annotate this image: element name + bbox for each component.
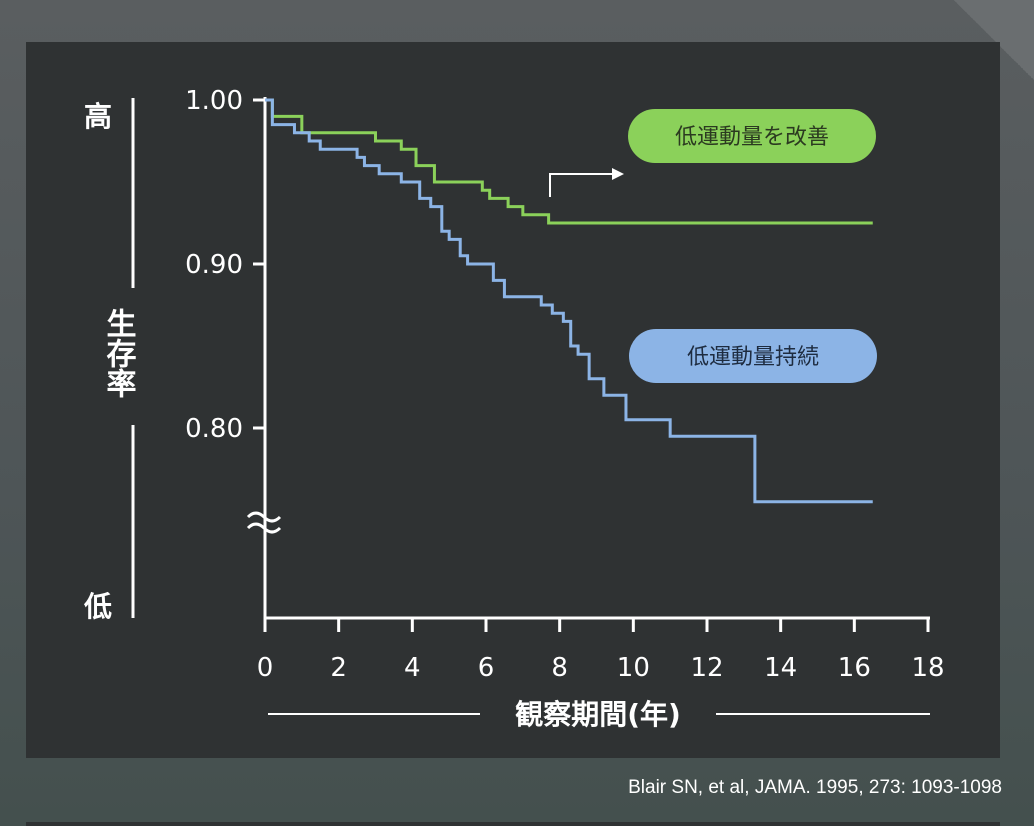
- y-tick-label: 0.80: [185, 414, 243, 444]
- x-tick-label: 8: [551, 653, 568, 683]
- arrow-head-icon: [612, 168, 624, 180]
- x-tick-label: 16: [838, 653, 871, 683]
- y-high-label: 高: [84, 100, 112, 133]
- x-axis-label: 観察期間(年): [515, 698, 681, 731]
- axis-break-icon: [246, 511, 282, 534]
- x-tick-label: 4: [404, 653, 421, 683]
- x-tick-label: 10: [617, 653, 650, 683]
- series-line-persistent: [265, 98, 873, 504]
- persistent-label: 低運動量持続: [687, 345, 819, 370]
- y-tick-label: 0.90: [185, 250, 243, 280]
- y-tick-label: 1.00: [185, 86, 243, 116]
- x-tick-label: 18: [911, 653, 944, 683]
- bottom-divider: [26, 822, 1000, 826]
- x-tick-label: 2: [330, 653, 347, 683]
- x-tick-label: 0: [257, 653, 274, 683]
- x-tick-label: 14: [764, 653, 797, 683]
- x-ticks: 0 2 4 6 8 10 12 14 16 18: [257, 618, 945, 683]
- improved-label: 低運動量を改善: [675, 125, 829, 150]
- improved-pill: [628, 109, 876, 163]
- citation-text: Blair SN, et al, JAMA. 1995, 273: 1093-1…: [628, 777, 1002, 798]
- persistent-pill: [629, 329, 877, 383]
- y-axis-label: 生存率: [101, 308, 137, 398]
- y-low-label: 低: [83, 590, 112, 623]
- x-tick-label: 12: [690, 653, 723, 683]
- arrow-icon: [549, 173, 614, 197]
- series-line-improved: [265, 98, 873, 225]
- x-tick-label: 6: [478, 653, 495, 683]
- y-ticks: 1.00 0.90 0.80: [185, 86, 265, 444]
- series-group: [265, 98, 873, 504]
